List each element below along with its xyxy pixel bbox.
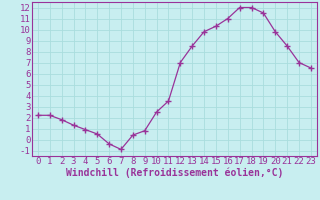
X-axis label: Windchill (Refroidissement éolien,°C): Windchill (Refroidissement éolien,°C) — [66, 168, 283, 178]
